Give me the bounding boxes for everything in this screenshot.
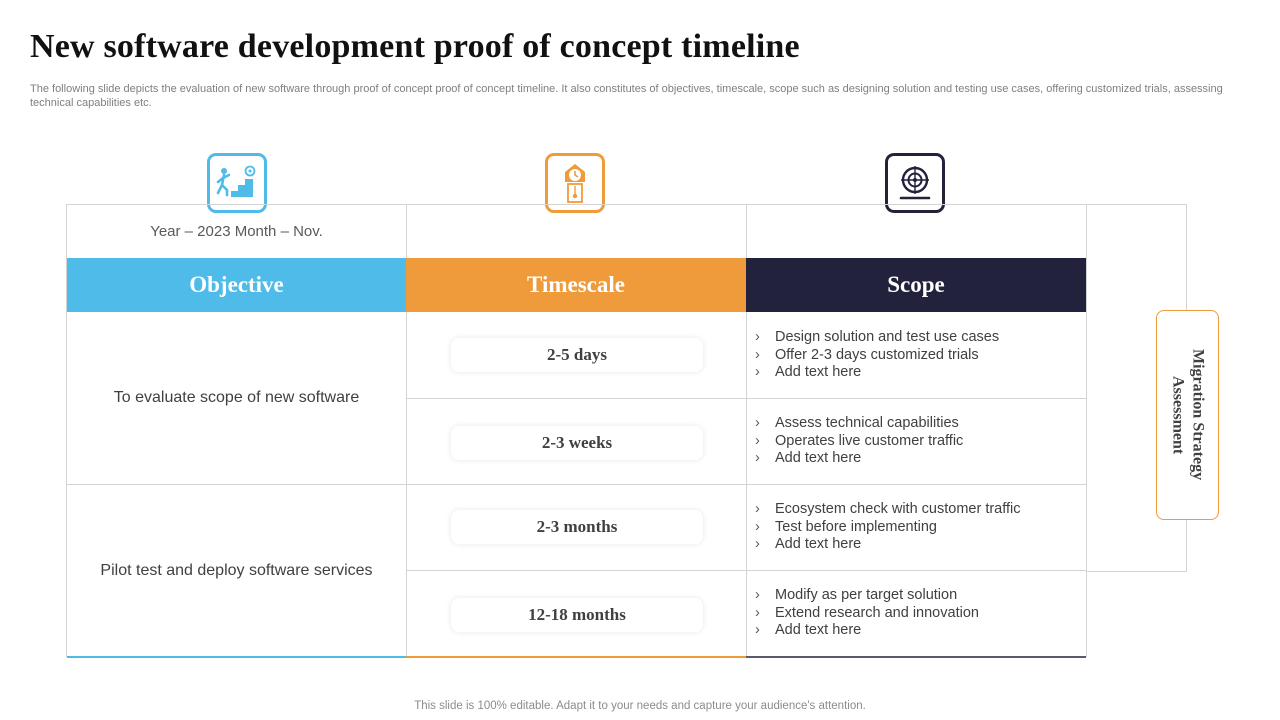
chevron-right-icon: ›	[755, 364, 760, 380]
objective-icon-box	[207, 153, 267, 213]
scope-list: › Modify as per target solution › Extend r…	[755, 587, 1080, 640]
scope-item: › Modify as per target solution	[755, 587, 958, 603]
timescale-pill: 2-3 months	[451, 510, 703, 544]
chevron-right-icon: ›	[755, 587, 760, 603]
bottom-accent-timescale	[406, 656, 746, 658]
header-objective: Objective	[67, 258, 406, 312]
clock-tower-icon	[565, 164, 585, 203]
side-panel-border-bottom	[1086, 571, 1186, 572]
chevron-right-icon: ›	[755, 604, 760, 621]
bottom-accent-scope	[746, 656, 1086, 658]
scope-item: › Extend research and innovation	[755, 604, 979, 621]
header-timescale: Timescale	[406, 258, 746, 312]
timescale-icon-box	[545, 153, 605, 213]
chevron-right-icon: ›	[755, 622, 760, 638]
table-divider-2	[746, 204, 747, 657]
row-divider-2	[67, 484, 1086, 485]
chevron-right-icon: ›	[755, 450, 760, 466]
scope-item: › Operates live customer traffic	[755, 432, 964, 449]
row-divider-1	[406, 398, 1086, 399]
table-divider-3	[1086, 204, 1087, 657]
target-icon	[899, 166, 931, 200]
chevron-right-icon: ›	[755, 346, 760, 363]
bottom-accent-objective	[67, 656, 406, 658]
scope-item: › Test before implementing	[755, 518, 937, 535]
objective-cell: Pilot test and deploy software services	[100, 562, 373, 579]
scope-item: › Design solution and test use cases	[755, 329, 1000, 345]
timescale-pill: 2-5 days	[451, 338, 703, 372]
chevron-right-icon: ›	[755, 432, 760, 449]
row-divider-3	[406, 570, 1086, 571]
page-title: New software development proof of concep…	[30, 28, 800, 65]
header-scope: Scope	[746, 258, 1086, 312]
migration-strategy-tab: Migration Strategy Assessment	[1156, 310, 1219, 520]
scope-icon-box	[885, 153, 945, 213]
chevron-right-icon: ›	[755, 415, 760, 431]
side-tab-label: Migration Strategy Assessment	[1169, 349, 1207, 481]
table-divider-1	[406, 204, 407, 657]
year-label: Year – 2023 Month – Nov.	[150, 223, 323, 240]
chevron-right-icon: ›	[755, 518, 760, 535]
table-border-top	[67, 204, 1186, 205]
objective-cell: To evaluate scope of new software	[113, 389, 360, 406]
chevron-right-icon: ›	[755, 501, 760, 517]
page-subtitle: The following slide depicts the evaluati…	[30, 83, 1223, 109]
scope-item: › Add text here	[755, 450, 862, 466]
chevron-right-icon: ›	[755, 329, 760, 345]
scope-list: › Ecosystem check with customer traffic ›…	[755, 501, 1080, 554]
scope-item: › Add text here	[755, 536, 862, 552]
scope-item: › Add text here	[755, 364, 862, 380]
scope-list: › Design solution and test use cases › Off…	[755, 329, 1080, 382]
scope-item: › Ecosystem check with customer traffic	[755, 501, 1021, 517]
timescale-pill: 12-18 months	[451, 598, 703, 632]
staircase-goal-icon	[216, 165, 256, 197]
scope-list: › Assess technical capabilities › Operates…	[755, 415, 1080, 468]
chevron-right-icon: ›	[755, 536, 760, 552]
scope-item: › Add text here	[755, 622, 862, 638]
scope-item: › Assess technical capabilities	[755, 415, 959, 431]
timescale-pill: 2-3 weeks	[451, 426, 703, 460]
scope-item: › Offer 2-3 days customized trials	[755, 346, 979, 363]
footer-note: This slide is 100% editable. Adapt it to…	[414, 700, 866, 712]
table-border-left	[66, 204, 67, 657]
